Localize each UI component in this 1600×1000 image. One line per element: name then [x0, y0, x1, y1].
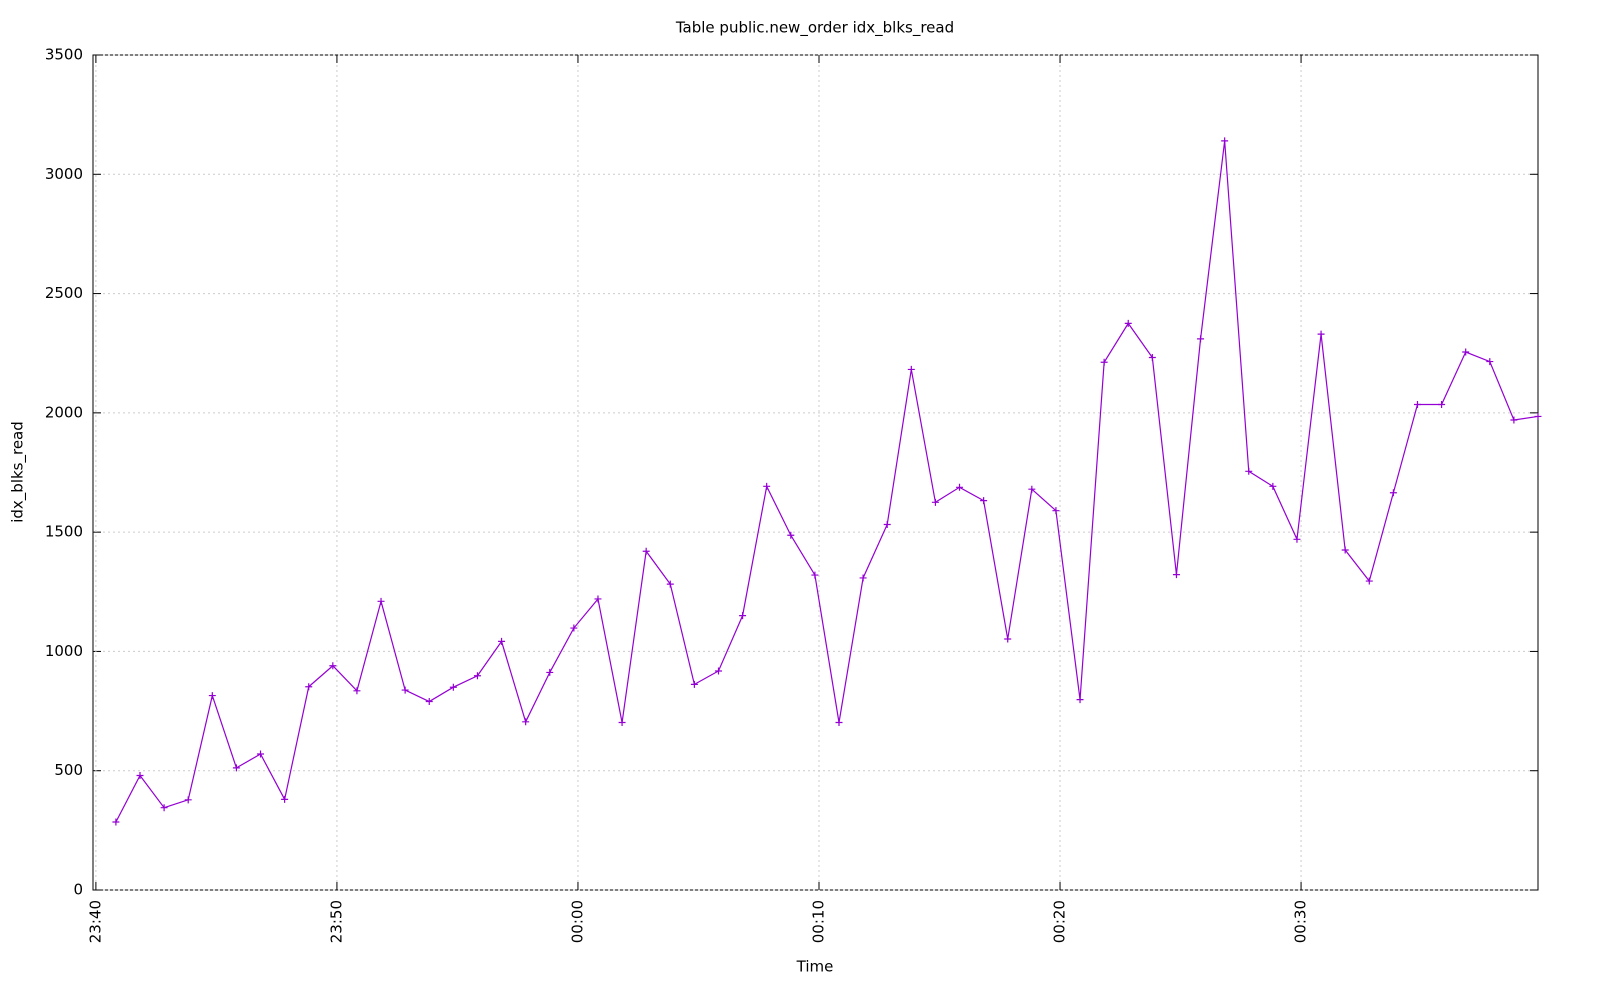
point: [1438, 401, 1446, 409]
chart-title: Table public.new_order idx_blks_read: [675, 19, 954, 38]
y-tick-label: 1500: [45, 523, 83, 541]
x-tick-label: 00:20: [1051, 900, 1069, 943]
point: [160, 804, 168, 812]
point: [353, 687, 361, 695]
y-tick-label: 3000: [45, 165, 83, 183]
point: [112, 818, 120, 826]
point: [642, 547, 650, 555]
point: [136, 771, 144, 779]
point: [1197, 335, 1205, 343]
point: [1486, 358, 1494, 366]
point: [232, 764, 240, 772]
point: [594, 595, 602, 603]
point: [1028, 485, 1036, 493]
point: [1341, 546, 1349, 554]
point: [739, 612, 747, 620]
point: [763, 482, 771, 490]
point: [690, 680, 698, 688]
point: [1124, 319, 1132, 327]
point: [1245, 467, 1253, 475]
point: [907, 365, 915, 373]
y-tick-label: 500: [54, 761, 83, 779]
point: [1510, 416, 1518, 424]
point: [546, 668, 554, 676]
point: [1293, 535, 1301, 543]
x-tick-label: 23:40: [86, 900, 104, 943]
x-tick-label: 00:30: [1292, 900, 1310, 943]
point: [1389, 489, 1397, 497]
y-tick-label: 3500: [45, 46, 83, 64]
x-tick-label: 00:00: [568, 900, 586, 943]
x-tick-label: 23:50: [327, 900, 345, 943]
point: [1148, 354, 1156, 362]
point: [787, 531, 795, 539]
y-tick-label: 2000: [45, 403, 83, 421]
point: [1317, 330, 1325, 338]
point: [257, 750, 265, 758]
point: [859, 574, 867, 582]
point: [208, 692, 216, 700]
point: [305, 683, 313, 691]
point: [1076, 696, 1084, 704]
y-tick-label: 2500: [45, 284, 83, 302]
point: [1462, 348, 1470, 356]
point: [1172, 571, 1180, 579]
y-axis-label: idx_blks_read: [9, 421, 28, 523]
point: [377, 597, 385, 605]
point: [281, 795, 289, 803]
point: [956, 483, 964, 491]
point: [449, 683, 457, 691]
plot-frame: [92, 54, 1539, 891]
y-tick-label: 0: [73, 881, 83, 899]
point: [618, 719, 626, 727]
point: [401, 686, 409, 694]
point: [1269, 482, 1277, 490]
point: [1004, 635, 1012, 643]
point: [1221, 137, 1229, 145]
point: [666, 580, 674, 588]
point: [1365, 577, 1373, 585]
data-line: [115, 140, 1539, 823]
point: [1534, 412, 1542, 420]
point: [811, 571, 819, 579]
y-tick-label: 1000: [45, 642, 83, 660]
x-tick-label: 00:10: [809, 900, 827, 943]
point: [835, 719, 843, 727]
point: [522, 718, 530, 726]
point: [883, 521, 891, 529]
point: [1052, 507, 1060, 515]
point: [714, 667, 722, 675]
point: [329, 662, 337, 670]
point: [498, 637, 506, 645]
point: [1100, 358, 1108, 366]
point: [1413, 401, 1421, 409]
point: [473, 672, 481, 680]
point: [425, 698, 433, 706]
point: [184, 796, 192, 804]
point: [931, 498, 939, 506]
point: [570, 624, 578, 632]
x-axis-label: Time: [796, 958, 834, 976]
point: [980, 497, 988, 505]
